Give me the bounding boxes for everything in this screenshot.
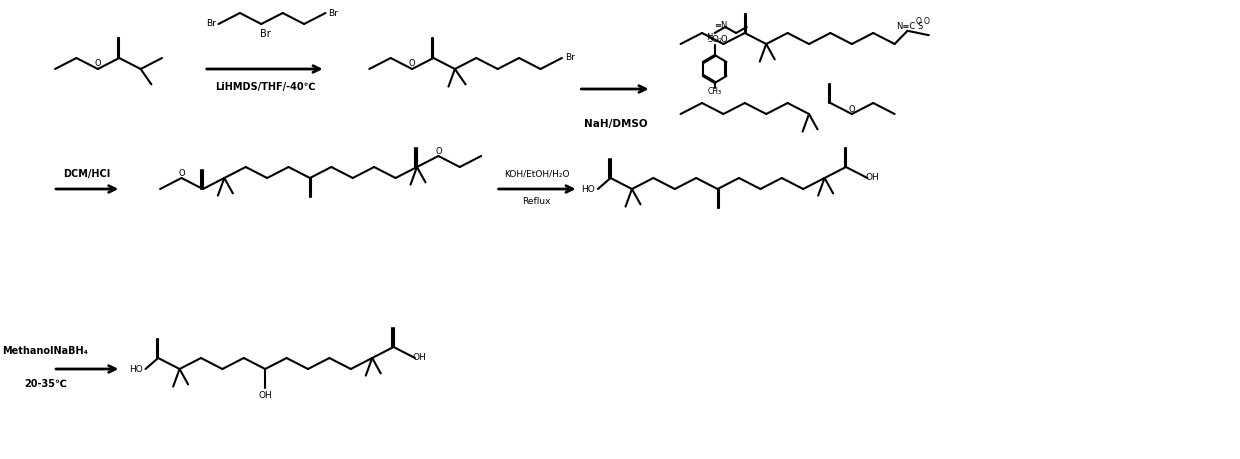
Text: O: O bbox=[848, 105, 856, 113]
Text: CH₃: CH₃ bbox=[708, 86, 722, 95]
Text: N≡C: N≡C bbox=[895, 22, 915, 31]
Text: Br: Br bbox=[564, 54, 574, 62]
Text: O: O bbox=[94, 60, 102, 68]
Text: KOH/EtOH/H₂O: KOH/EtOH/H₂O bbox=[503, 169, 569, 179]
Text: S: S bbox=[918, 22, 923, 31]
Text: 20-35℃: 20-35℃ bbox=[24, 379, 67, 389]
Text: NaH/DMSO: NaH/DMSO bbox=[584, 119, 647, 129]
Text: ≡N: ≡N bbox=[714, 21, 728, 29]
Text: O: O bbox=[915, 17, 921, 27]
Text: Reflux: Reflux bbox=[522, 196, 551, 206]
Text: OH: OH bbox=[866, 174, 879, 183]
Text: O: O bbox=[924, 17, 930, 27]
Text: DCM/HCl: DCM/HCl bbox=[63, 169, 110, 179]
Text: N: N bbox=[707, 33, 713, 41]
Text: OH: OH bbox=[258, 391, 272, 400]
Text: O: O bbox=[179, 168, 185, 178]
Text: O: O bbox=[435, 146, 441, 156]
Text: O: O bbox=[409, 60, 415, 68]
Text: OH: OH bbox=[413, 353, 427, 363]
Text: HO: HO bbox=[129, 364, 143, 374]
Text: Br: Br bbox=[260, 29, 270, 39]
Text: SO₂: SO₂ bbox=[707, 34, 722, 44]
Text: Br: Br bbox=[206, 19, 216, 28]
Text: HO: HO bbox=[582, 185, 595, 194]
Text: MethanolNaBH₄: MethanolNaBH₄ bbox=[2, 346, 88, 356]
Text: Br: Br bbox=[329, 9, 339, 17]
Text: LiHMDS/THF/-40℃: LiHMDS/THF/-40℃ bbox=[215, 82, 315, 92]
Text: O: O bbox=[720, 34, 727, 44]
